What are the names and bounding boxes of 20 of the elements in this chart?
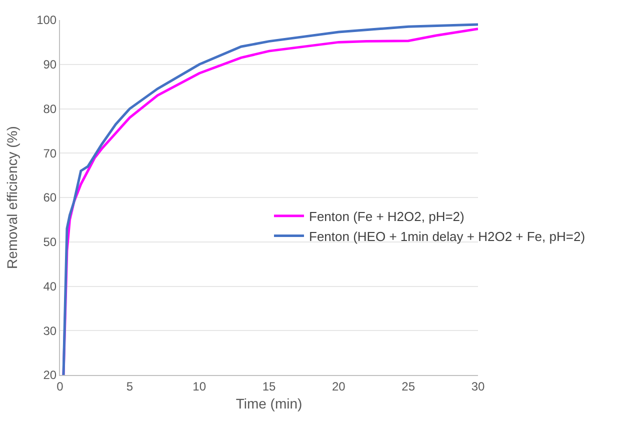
y-tick-label: 60 <box>43 190 57 205</box>
legend-label: Fenton (HEO + 1min delay + H2O2 + Fe, pH=2) <box>309 228 586 244</box>
x-axis-title: Time (min) <box>236 396 302 412</box>
y-tick-label: 80 <box>43 102 57 116</box>
x-tick-label: 30 <box>471 379 485 394</box>
x-tick-label: 20 <box>332 379 346 394</box>
x-tick-label: 5 <box>126 379 134 394</box>
y-axis-title: Removal efficiency (%) <box>4 126 20 269</box>
x-tick-label: 25 <box>402 379 416 394</box>
y-tick-label: 70 <box>43 146 57 160</box>
y-tick-label: 50 <box>43 235 57 250</box>
legend-label: Fenton (Fe + H2O2, pH=2) <box>309 208 464 224</box>
x-tick-label: 15 <box>262 379 276 394</box>
y-tick-label: 90 <box>43 58 57 72</box>
y-tick-label: 100 <box>36 13 57 28</box>
y-tick-label: 30 <box>43 324 57 338</box>
y-tick-label: 20 <box>43 368 57 382</box>
x-tick-label: 10 <box>192 379 206 394</box>
y-tick-label: 40 <box>43 279 57 294</box>
x-tick-label: 0 <box>56 379 64 394</box>
